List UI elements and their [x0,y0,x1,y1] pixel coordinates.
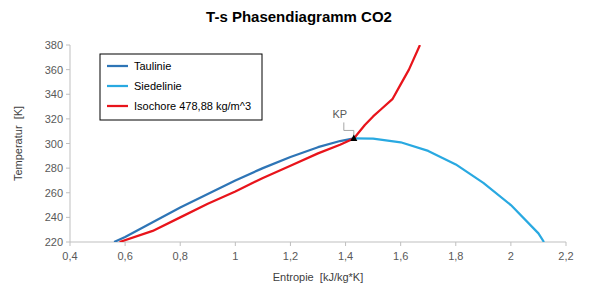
y-tick [66,45,70,46]
x-tick-label: 1,6 [393,250,408,262]
chart: T-s Phasendiagramm CO2 0,4 0,6 0,8 1 1,2 1,4 1,… [0,0,598,299]
x-tick [125,242,126,246]
y-tick [66,94,70,95]
y-tick [66,143,70,144]
x-tick [400,242,401,246]
legend-label: Isochore 478,88 kg/m^3 [134,100,251,112]
x-tick-label: 1 [232,250,238,262]
y-tick-label: 220 [45,236,63,248]
x-tick-label: 0,4 [62,250,77,262]
y-tick-label: 260 [45,187,63,199]
x-tick [345,242,346,246]
y-axis-label: Temperatur [K] [12,106,24,181]
y-tick-label: 340 [45,88,63,100]
series-line [354,138,544,242]
y-tick [66,69,70,70]
x-tick-label: 0,8 [173,250,188,262]
x-tick-label: 2,2 [558,250,573,262]
y-tick-label: 360 [45,64,63,76]
x-tick [180,242,181,246]
y-tick-label: 240 [45,211,63,223]
y-tick-label: 280 [45,162,63,174]
x-axis-label: Entropie [kJ/kg*K] [273,271,364,283]
x-tick [290,242,291,246]
y-tick-label: 300 [45,138,63,150]
x-tick [455,242,456,246]
critical-point [350,134,357,141]
x-axis [70,242,566,243]
y-tick-label: 320 [45,113,63,125]
y-tick-label: 380 [45,39,63,51]
y-tick [66,168,70,169]
x-tick [235,242,236,246]
y-tick [66,217,70,218]
y-tick [66,192,70,193]
x-tick-label: 1,2 [283,250,298,262]
legend-swatch [107,105,128,107]
x-tick-label: 2 [508,250,514,262]
x-tick [510,242,511,246]
x-tick [566,242,567,246]
x-tick-label: 1,8 [448,250,463,262]
annotation-leader [344,122,354,138]
y-tick [66,118,70,119]
x-tick [70,242,71,246]
title: T-s Phasendiagramm CO2 [206,8,392,25]
legend-swatch [107,65,128,67]
x-tick-label: 1,4 [338,250,353,262]
legend-label: Taulinie [134,60,171,72]
y-tick [66,242,70,243]
x-tick-label: 0,6 [117,250,132,262]
background [0,0,598,299]
legend-label: Siedelinie [134,80,182,92]
legend-box [100,54,262,120]
annotation-label: KP [332,108,347,120]
legend-swatch [107,85,128,87]
